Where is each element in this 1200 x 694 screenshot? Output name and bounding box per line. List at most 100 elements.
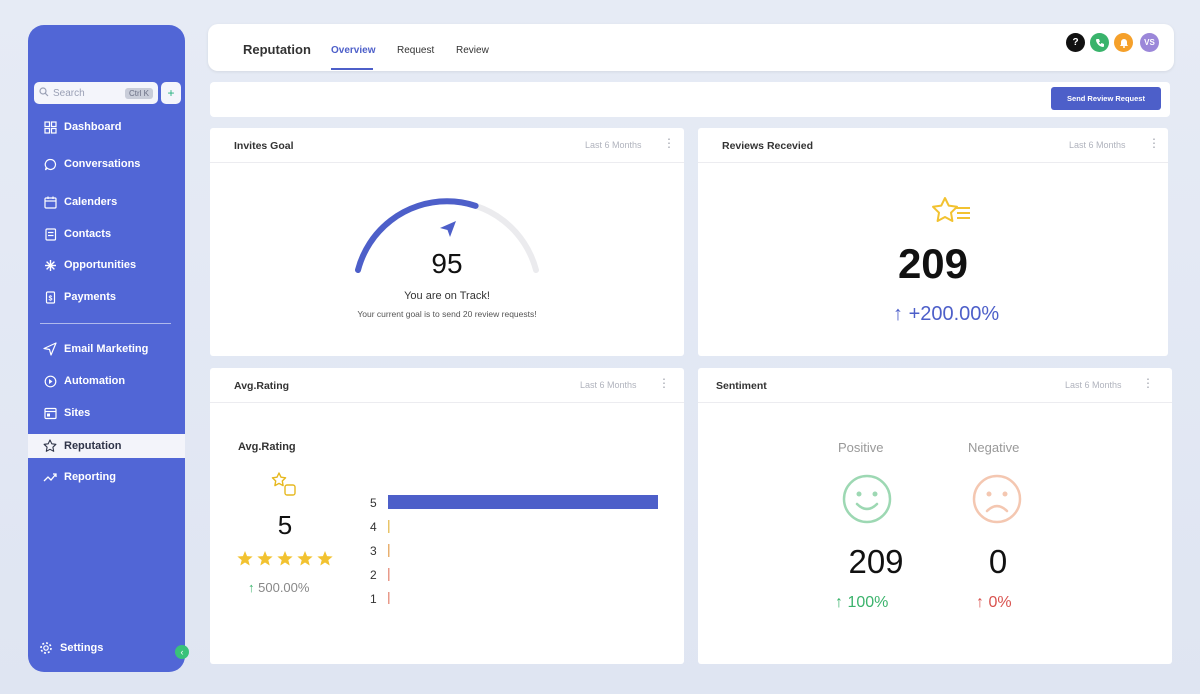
rating-bar-2: [388, 568, 390, 581]
sites-icon: [42, 405, 58, 421]
tab-overview[interactable]: Overview: [331, 45, 376, 56]
gear-icon: [38, 640, 54, 656]
sidebar-item-label: Reputation: [64, 440, 122, 452]
date-range-label: Last 6 Months: [580, 380, 637, 390]
avatar[interactable]: VS: [1140, 33, 1159, 52]
more-options-icon[interactable]: ⋮: [658, 376, 670, 390]
reviews-received-card: Reviews Recevied Last 6 Months ⋮ 209 ↑ +…: [698, 128, 1168, 356]
more-options-icon[interactable]: ⋮: [1142, 376, 1154, 390]
sidebar-item-label: Payments: [64, 291, 116, 303]
sidebar-item-label: Automation: [64, 375, 126, 387]
avg-rating-value: 5: [277, 510, 293, 540]
tab-review[interactable]: Review: [456, 45, 489, 56]
positive-count: 209: [848, 543, 904, 580]
goal-gauge: [355, 198, 539, 273]
sidebar-item-label: Reporting: [64, 471, 116, 483]
sidebar-item-label: Dashboard: [64, 121, 122, 133]
rating-bar-4: [388, 520, 390, 533]
card-title: Sentiment: [716, 380, 767, 392]
goal-status: You are on Track!: [404, 290, 490, 302]
sentiment-card: Sentiment Last 6 Months ⋮ Positive Negat…: [698, 368, 1172, 664]
rating-bar-label: 3: [370, 544, 377, 558]
sidebar: Search Ctrl K + Dashboard Conversations …: [28, 25, 189, 672]
star-icon: [237, 551, 253, 566]
five-star-rating: [237, 551, 333, 566]
sidebar-item-settings[interactable]: Settings: [28, 636, 185, 660]
star-icon: [277, 551, 293, 566]
more-options-icon[interactable]: ⋮: [663, 136, 675, 150]
card-title: Invites Goal: [234, 140, 294, 152]
sidebar-item-sites[interactable]: Sites: [28, 401, 185, 425]
page-title: Reputation: [243, 42, 311, 57]
rating-distribution-chart: 5 4 3 2 1: [370, 495, 658, 604]
sidebar-item-conversations[interactable]: Conversations: [28, 152, 185, 176]
more-options-icon[interactable]: ⋮: [1148, 136, 1160, 150]
svg-text:$: $: [48, 295, 52, 302]
send-icon: [42, 341, 58, 357]
search-shortcut: Ctrl K: [125, 87, 153, 99]
negative-count: 0: [988, 543, 1008, 580]
negative-label: Negative: [968, 440, 1020, 455]
sidebar-item-opportunities[interactable]: Opportunities: [28, 253, 185, 277]
tab-request[interactable]: Request: [397, 45, 435, 56]
card-title: Reviews Recevied: [722, 140, 814, 152]
rating-stars-icon: [271, 472, 296, 496]
sidebar-item-dashboard[interactable]: Dashboard: [28, 115, 185, 139]
sidebar-item-automation[interactable]: Automation: [28, 369, 185, 393]
sidebar-item-label: Conversations: [64, 158, 141, 170]
sad-face-icon: [972, 474, 1022, 524]
positive-label: Positive: [838, 440, 884, 455]
send-review-request-button[interactable]: Send Review Request: [1051, 87, 1161, 110]
search-input[interactable]: Search Ctrl K: [34, 82, 158, 104]
sidebar-item-label: Calenders: [64, 196, 118, 208]
rating-bar-label: 4: [370, 520, 377, 534]
tab-indicator: [331, 68, 373, 70]
top-header: Reputation Overview Request Review ? VS: [208, 24, 1174, 71]
star-icon: [297, 551, 313, 566]
goal-subtitle: Your current goal is to send 20 review r…: [357, 309, 537, 319]
reviews-count: 209: [897, 240, 969, 287]
rating-change: ↑ 500.00%: [248, 580, 310, 595]
star-icon: [257, 551, 273, 566]
phone-icon[interactable]: [1090, 33, 1109, 52]
arrow-up-icon: ↑: [893, 303, 903, 325]
invites-goal-card: Invites Goal Last 6 Months ⋮ 95 You are …: [210, 128, 684, 356]
chat-icon: [42, 156, 58, 172]
chevron-left-icon: ‹: [180, 647, 184, 657]
trend-icon: [42, 469, 58, 485]
date-range-label: Last 6 Months: [1069, 140, 1126, 150]
sidebar-divider: [40, 323, 171, 324]
notification-icon[interactable]: [1114, 33, 1133, 52]
sidebar-item-email-marketing[interactable]: Email Marketing: [28, 337, 185, 361]
sidebar-item-contacts[interactable]: Contacts: [28, 222, 185, 246]
grid-icon: [42, 119, 58, 135]
positive-change: ↑ 100%: [835, 594, 889, 611]
arrow-up-icon: ↑: [835, 594, 843, 611]
smiley-face-icon: [842, 474, 892, 524]
contacts-icon: [42, 226, 58, 242]
sidebar-item-label: Contacts: [64, 228, 112, 240]
search-icon: [39, 86, 49, 100]
opportunities-icon: [42, 257, 58, 273]
payments-icon: $: [42, 289, 58, 305]
bolt-icon: +: [167, 86, 175, 100]
settings-label: Settings: [60, 642, 104, 654]
search-placeholder: Search: [53, 87, 85, 99]
collapse-sidebar-button[interactable]: ‹: [175, 645, 189, 659]
arrow-up-icon: ↑: [248, 580, 255, 595]
paper-plane-icon: [440, 221, 456, 237]
sidebar-item-reporting[interactable]: Reporting: [28, 465, 185, 489]
rating-bar-label: 1: [370, 592, 377, 604]
star-icon: [317, 551, 333, 566]
sidebar-item-payments[interactable]: $ Payments: [28, 285, 185, 309]
avg-rating-card: Avg.Rating Last 6 Months ⋮ Avg.Rating 5 …: [210, 368, 684, 664]
sidebar-item-reputation[interactable]: Reputation: [28, 434, 185, 458]
quick-action-button[interactable]: +: [161, 82, 181, 104]
rating-subtitle: Avg.Rating: [238, 441, 296, 453]
star-icon: [42, 438, 58, 454]
help-icon[interactable]: ?: [1066, 33, 1085, 52]
sidebar-item-label: Sites: [64, 407, 91, 419]
sidebar-item-label: Opportunities: [64, 259, 137, 271]
sidebar-item-calenders[interactable]: Calenders: [28, 190, 185, 214]
calendar-icon: [42, 194, 58, 210]
